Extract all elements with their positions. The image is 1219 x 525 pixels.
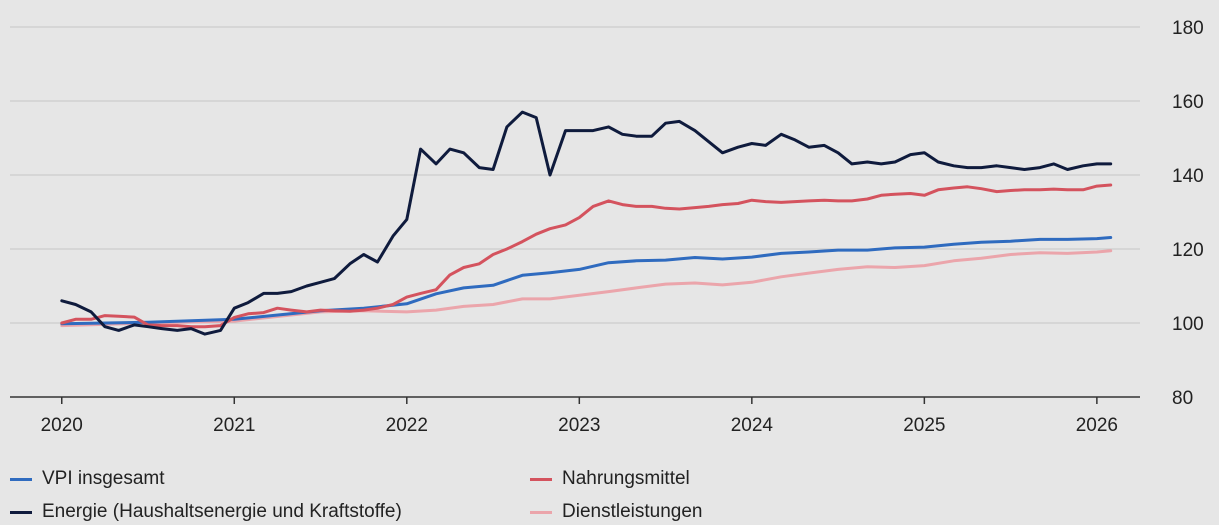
y-tick-label-160: 160 xyxy=(1172,92,1204,113)
x-axis: 2020 2021 2022 2023 2024 2025 2026 xyxy=(10,396,1140,436)
x-tick-label-2023: 2023 xyxy=(558,415,600,436)
y-tick-label-80: 80 xyxy=(1172,388,1193,409)
y-axis-tick-labels: 180 160 140 120 100 80 xyxy=(1172,18,1204,409)
series-line-energie xyxy=(60,110,1113,336)
legend-swatch-vpi xyxy=(10,477,32,481)
legend-label-nahrungsmittel: Nahrungsmittel xyxy=(562,468,690,489)
legend-item-nahrungsmittel: Nahrungsmittel xyxy=(530,468,690,490)
x-tick-label-2025: 2025 xyxy=(903,415,945,436)
legend-item-energie: Energie (Haushaltsenergie und Kraftstoff… xyxy=(10,501,402,523)
x-tick-label-2026: 2026 xyxy=(1076,415,1118,436)
y-tick-label-140: 140 xyxy=(1172,166,1204,187)
y-tick-label-100: 100 xyxy=(1172,314,1204,335)
series-line-vpi xyxy=(60,236,1113,326)
line-chart: 2020 2021 2022 2023 2024 2025 2026 180 160 140 12… xyxy=(10,18,1204,436)
x-tick-label-2021: 2021 xyxy=(213,415,255,436)
legend-swatch-dienstleistungen xyxy=(530,510,552,514)
series-line-nahrungsmittel xyxy=(60,183,1113,329)
y-tick-label-120: 120 xyxy=(1172,240,1204,261)
series-line-dienstleistungen xyxy=(60,249,1113,328)
legend-swatch-nahrungsmittel xyxy=(530,477,552,481)
legend-swatch-energie xyxy=(10,510,32,514)
grid-lines xyxy=(10,26,1140,324)
legend: VPI insgesamt Energie (Haushaltsenergie … xyxy=(0,462,1219,525)
legend-item-dienstleistungen: Dienstleistungen xyxy=(530,501,702,523)
legend-item-vpi: VPI insgesamt xyxy=(10,468,165,490)
legend-label-energie: Energie (Haushaltsenergie und Kraftstoff… xyxy=(42,501,402,522)
x-tick-label-2022: 2022 xyxy=(386,415,428,436)
legend-label-vpi: VPI insgesamt xyxy=(42,468,165,489)
x-tick-label-2020: 2020 xyxy=(41,415,83,436)
y-tick-label-180: 180 xyxy=(1172,18,1204,39)
series-lines xyxy=(60,110,1113,336)
legend-label-dienstleistungen: Dienstleistungen xyxy=(562,501,703,522)
x-tick-label-2024: 2024 xyxy=(731,415,774,436)
